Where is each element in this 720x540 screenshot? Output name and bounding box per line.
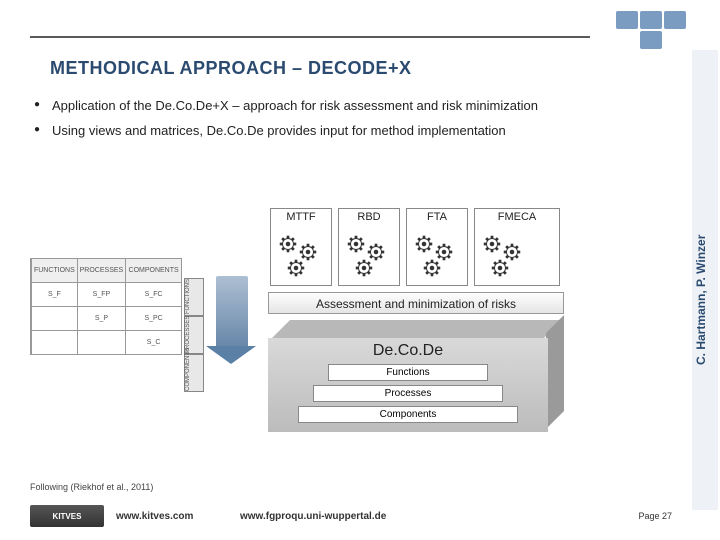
block3d-side-face [546, 315, 564, 429]
block3d-title: De.Co.De [268, 338, 548, 360]
method-label: MTTF [271, 211, 331, 223]
block3d-layer: Components [298, 406, 518, 423]
block3d-layer: Functions [328, 364, 488, 381]
institution-logo [612, 6, 690, 54]
matrix-cell [77, 331, 126, 355]
kitves-logo-text: KITVES [53, 512, 82, 521]
block3d-layer: Processes [313, 385, 503, 402]
method-label: FMECA [475, 211, 559, 223]
matrix-cell [32, 331, 78, 355]
footer: KITVES www.kitves.com www.fgproqu.uni-wu… [0, 504, 720, 528]
matrix-col-header: FUNCTIONS [32, 259, 78, 283]
footer-url-1: www.kitves.com [116, 511, 193, 522]
method-box: FMECA [474, 208, 560, 286]
diagram-area: FUNCTIONS PROCESSES COMPONENTS S_F S_FP … [30, 180, 670, 470]
assessment-bar: Assessment and minimization of risks [268, 292, 564, 314]
method-box: RBD [338, 208, 400, 286]
gear-icon [353, 257, 375, 279]
citation-text: Following (Riekhof et al., 2011) [30, 482, 153, 492]
method-label: FTA [407, 211, 467, 223]
block3d-top-face [270, 320, 562, 340]
side-tab: COMPONENTS [184, 354, 204, 392]
matrix-table: FUNCTIONS PROCESSES COMPONENTS S_F S_FP … [30, 258, 182, 355]
method-label: RBD [339, 211, 399, 223]
header-rule [30, 36, 590, 38]
side-tab: FUNCTIONS [184, 278, 204, 316]
decode-block-3d: De.Co.De Functions Processes Components [268, 320, 564, 432]
gear-icon [481, 233, 503, 255]
bullet-item: Application of the De.Co.De+X – approach… [30, 98, 680, 113]
gear-icon [277, 233, 299, 255]
method-box: MTTF [270, 208, 332, 286]
method-box: FTA [406, 208, 468, 286]
matrix-side-tabs: FUNCTIONS PROCESSES COMPONENTS [184, 278, 204, 392]
gear-icon [345, 233, 367, 255]
matrix-cell: S_P [77, 307, 126, 331]
bullet-list: Application of the De.Co.De+X – approach… [30, 98, 680, 148]
block3d-front-face: De.Co.De Functions Processes Components [268, 338, 548, 432]
matrix-cell: S_C [126, 331, 182, 355]
matrix-col-header: COMPONENTS [126, 259, 182, 283]
arrow-3d-icon [210, 270, 260, 360]
authors-sidebar: C. Hartmann, P. Winzer [694, 120, 714, 480]
matrix-cell: S_F [32, 283, 78, 307]
page-title: METHODICAL APPROACH – DECODE+X [50, 58, 412, 79]
matrix-cell [32, 307, 78, 331]
matrix-cell: S_FP [77, 283, 126, 307]
matrix-cell: S_FC [126, 283, 182, 307]
matrix-col-header: PROCESSES [77, 259, 126, 283]
page-number: Page 27 [638, 511, 672, 521]
gear-icon [285, 257, 307, 279]
gear-icon [421, 257, 443, 279]
gear-icon [413, 233, 435, 255]
footer-url-2: www.fgproqu.uni-wuppertal.de [240, 511, 386, 522]
kitves-logo: KITVES [30, 505, 104, 527]
gear-icon [489, 257, 511, 279]
matrix-cell: S_PC [126, 307, 182, 331]
bullet-item: Using views and matrices, De.Co.De provi… [30, 123, 680, 138]
method-boxes: MTTF RBD FTA FMECA [270, 208, 560, 286]
